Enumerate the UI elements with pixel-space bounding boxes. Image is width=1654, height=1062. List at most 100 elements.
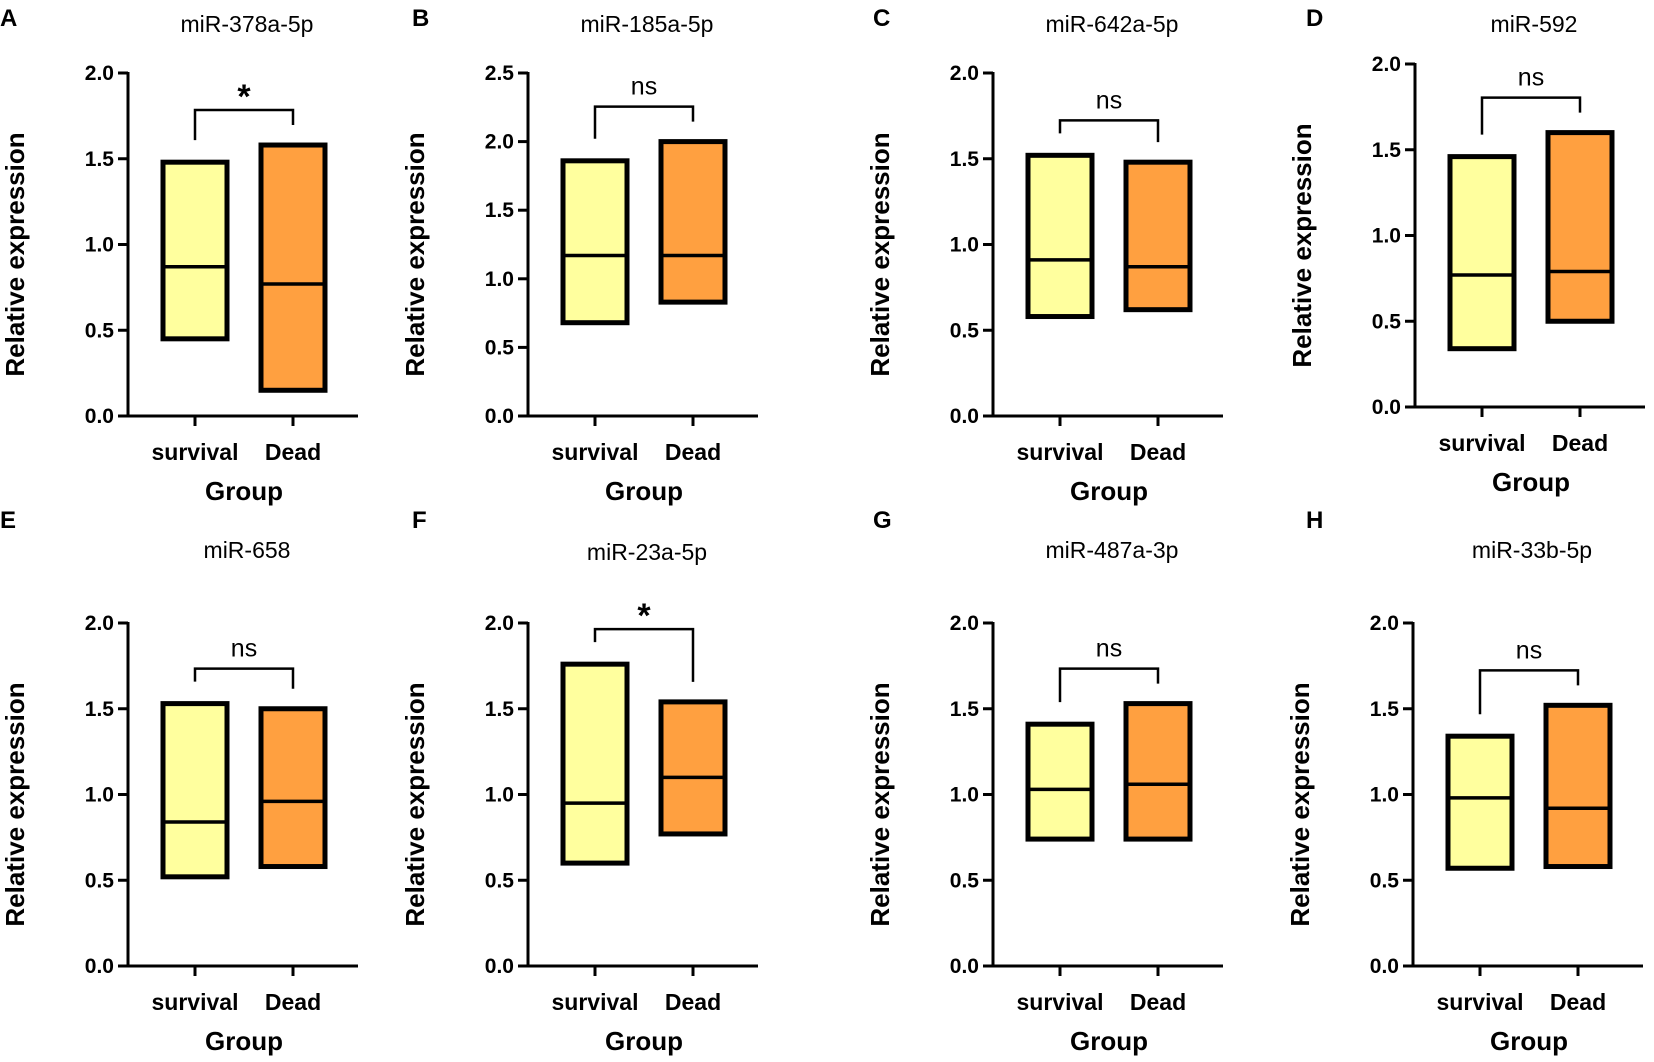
y-tick-label: 1.0 <box>950 784 979 807</box>
y-tick-label: 0.5 <box>485 336 515 359</box>
y-tick-label: 1.5 <box>485 698 515 721</box>
x-axis-title: Group <box>1070 1026 1148 1056</box>
significance-label: ns <box>1096 635 1122 663</box>
box-dead <box>1123 159 1193 313</box>
box-dead <box>658 699 728 837</box>
y-tick-label: 0.0 <box>1370 955 1399 978</box>
x-category-label: survival <box>1437 989 1524 1015</box>
significance-bracket <box>1478 669 1580 715</box>
y-tick-label: 0.0 <box>85 405 114 428</box>
chart-title: miR-658 <box>204 537 291 563</box>
box-survival <box>1025 152 1095 320</box>
box-survival <box>560 158 630 326</box>
y-tick-label: 0.0 <box>485 405 514 428</box>
y-tick-label: 0.5 <box>485 869 515 892</box>
box-survival <box>1445 733 1515 871</box>
x-axis-title: Group <box>1070 476 1148 506</box>
x-category-label: Dead <box>665 439 721 465</box>
x-category-label: Dead <box>265 439 321 465</box>
box-dead <box>1543 702 1613 870</box>
chart-title: miR-185a-5p <box>581 11 714 37</box>
y-tick-label: 0.5 <box>950 869 980 892</box>
chart-title: miR-23a-5p <box>587 539 707 565</box>
y-tick-label: 2.0 <box>85 62 114 85</box>
y-tick-label: 0.5 <box>1370 869 1400 892</box>
panel-letter: C <box>873 5 890 32</box>
panel-letter: E <box>0 507 16 534</box>
significance-label: ns <box>1518 64 1544 92</box>
x-axis-title: Group <box>1490 1026 1568 1056</box>
y-tick-label: 2.0 <box>950 62 979 85</box>
significance-label: ns <box>631 73 657 101</box>
x-category-label: survival <box>1017 439 1104 465</box>
significance-bracket <box>1058 667 1160 703</box>
y-axis-title: Relative expression <box>400 132 430 376</box>
y-tick-label: 2.0 <box>485 131 514 154</box>
x-category-label: survival <box>1017 989 1104 1015</box>
box-survival <box>1447 154 1517 352</box>
box-dead <box>658 139 728 305</box>
x-category-label: Dead <box>265 989 321 1015</box>
y-tick-label: 1.0 <box>1370 784 1399 807</box>
y-tick-label: 1.0 <box>1372 225 1401 248</box>
significance-bracket <box>193 667 295 689</box>
y-tick-label: 1.5 <box>85 148 115 171</box>
y-axis-title: Relative expression <box>1287 123 1317 367</box>
y-tick-label: 1.0 <box>485 268 514 291</box>
significance-label: ns <box>1516 636 1542 664</box>
y-axis-title: Relative expression <box>1285 682 1315 926</box>
significance-label: ns <box>1096 86 1122 114</box>
y-tick-label: 2.0 <box>85 612 114 635</box>
chart-title: miR-378a-5p <box>181 11 314 37</box>
x-axis-title: Group <box>205 476 283 506</box>
box-survival <box>160 701 230 880</box>
box-dead <box>1123 701 1193 842</box>
x-category-label: survival <box>152 439 239 465</box>
significance-label: * <box>637 597 651 635</box>
y-axis-title: Relative expression <box>865 132 895 376</box>
x-category-label: Dead <box>1552 430 1608 456</box>
x-axis-title: Group <box>605 1026 683 1056</box>
significance-bracket <box>1058 119 1160 143</box>
x-category-label: Dead <box>1550 989 1606 1015</box>
box-survival <box>560 661 630 866</box>
x-category-label: Dead <box>1130 439 1186 465</box>
panel-letter: A <box>0 5 17 32</box>
y-tick-label: 1.5 <box>950 698 980 721</box>
box-dead <box>258 706 328 870</box>
x-axis-title: Group <box>1492 467 1570 497</box>
y-tick-label: 2.0 <box>1372 53 1401 76</box>
y-tick-label: 1.5 <box>1372 139 1402 162</box>
x-category-label: survival <box>552 989 639 1015</box>
panel-letter: D <box>1306 5 1323 32</box>
y-tick-label: 1.5 <box>1370 698 1400 721</box>
y-tick-label: 0.5 <box>85 869 115 892</box>
y-tick-label: 1.0 <box>485 784 514 807</box>
y-tick-label: 1.5 <box>950 148 980 171</box>
y-axis-title: Relative expression <box>0 132 30 376</box>
y-tick-label: 0.0 <box>1372 396 1401 419</box>
panel-letter: H <box>1306 507 1323 534</box>
x-category-label: Dead <box>1130 989 1186 1015</box>
significance-label: ns <box>231 635 257 663</box>
y-tick-label: 1.0 <box>85 784 114 807</box>
y-tick-label: 1.0 <box>85 234 114 257</box>
y-tick-label: 2.0 <box>485 612 514 635</box>
panel-letter: G <box>873 507 892 534</box>
y-tick-label: 0.0 <box>950 955 979 978</box>
x-category-label: Dead <box>665 989 721 1015</box>
y-tick-label: 2.0 <box>1370 612 1399 635</box>
panel-letter: F <box>412 507 427 534</box>
significance-bracket <box>1480 96 1582 135</box>
significance-bracket <box>593 627 695 682</box>
chart-title: miR-592 <box>1491 11 1578 37</box>
y-axis-title: Relative expression <box>0 682 30 926</box>
box-survival <box>160 159 230 342</box>
x-axis-title: Group <box>205 1026 283 1056</box>
